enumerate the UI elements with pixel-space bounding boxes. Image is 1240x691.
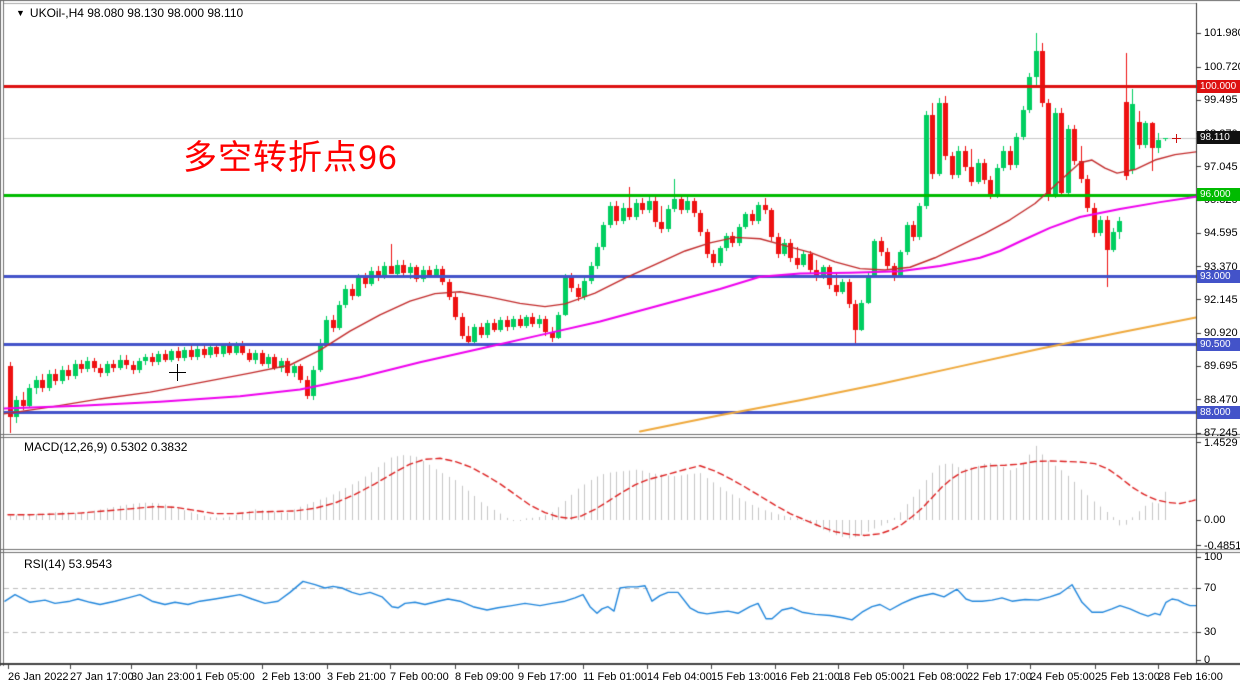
chart-canvas[interactable] <box>0 0 1240 691</box>
trading-terminal-window: ▼ UKOil-,H4 98.080 98.130 98.000 98.110 多… <box>0 0 1240 691</box>
